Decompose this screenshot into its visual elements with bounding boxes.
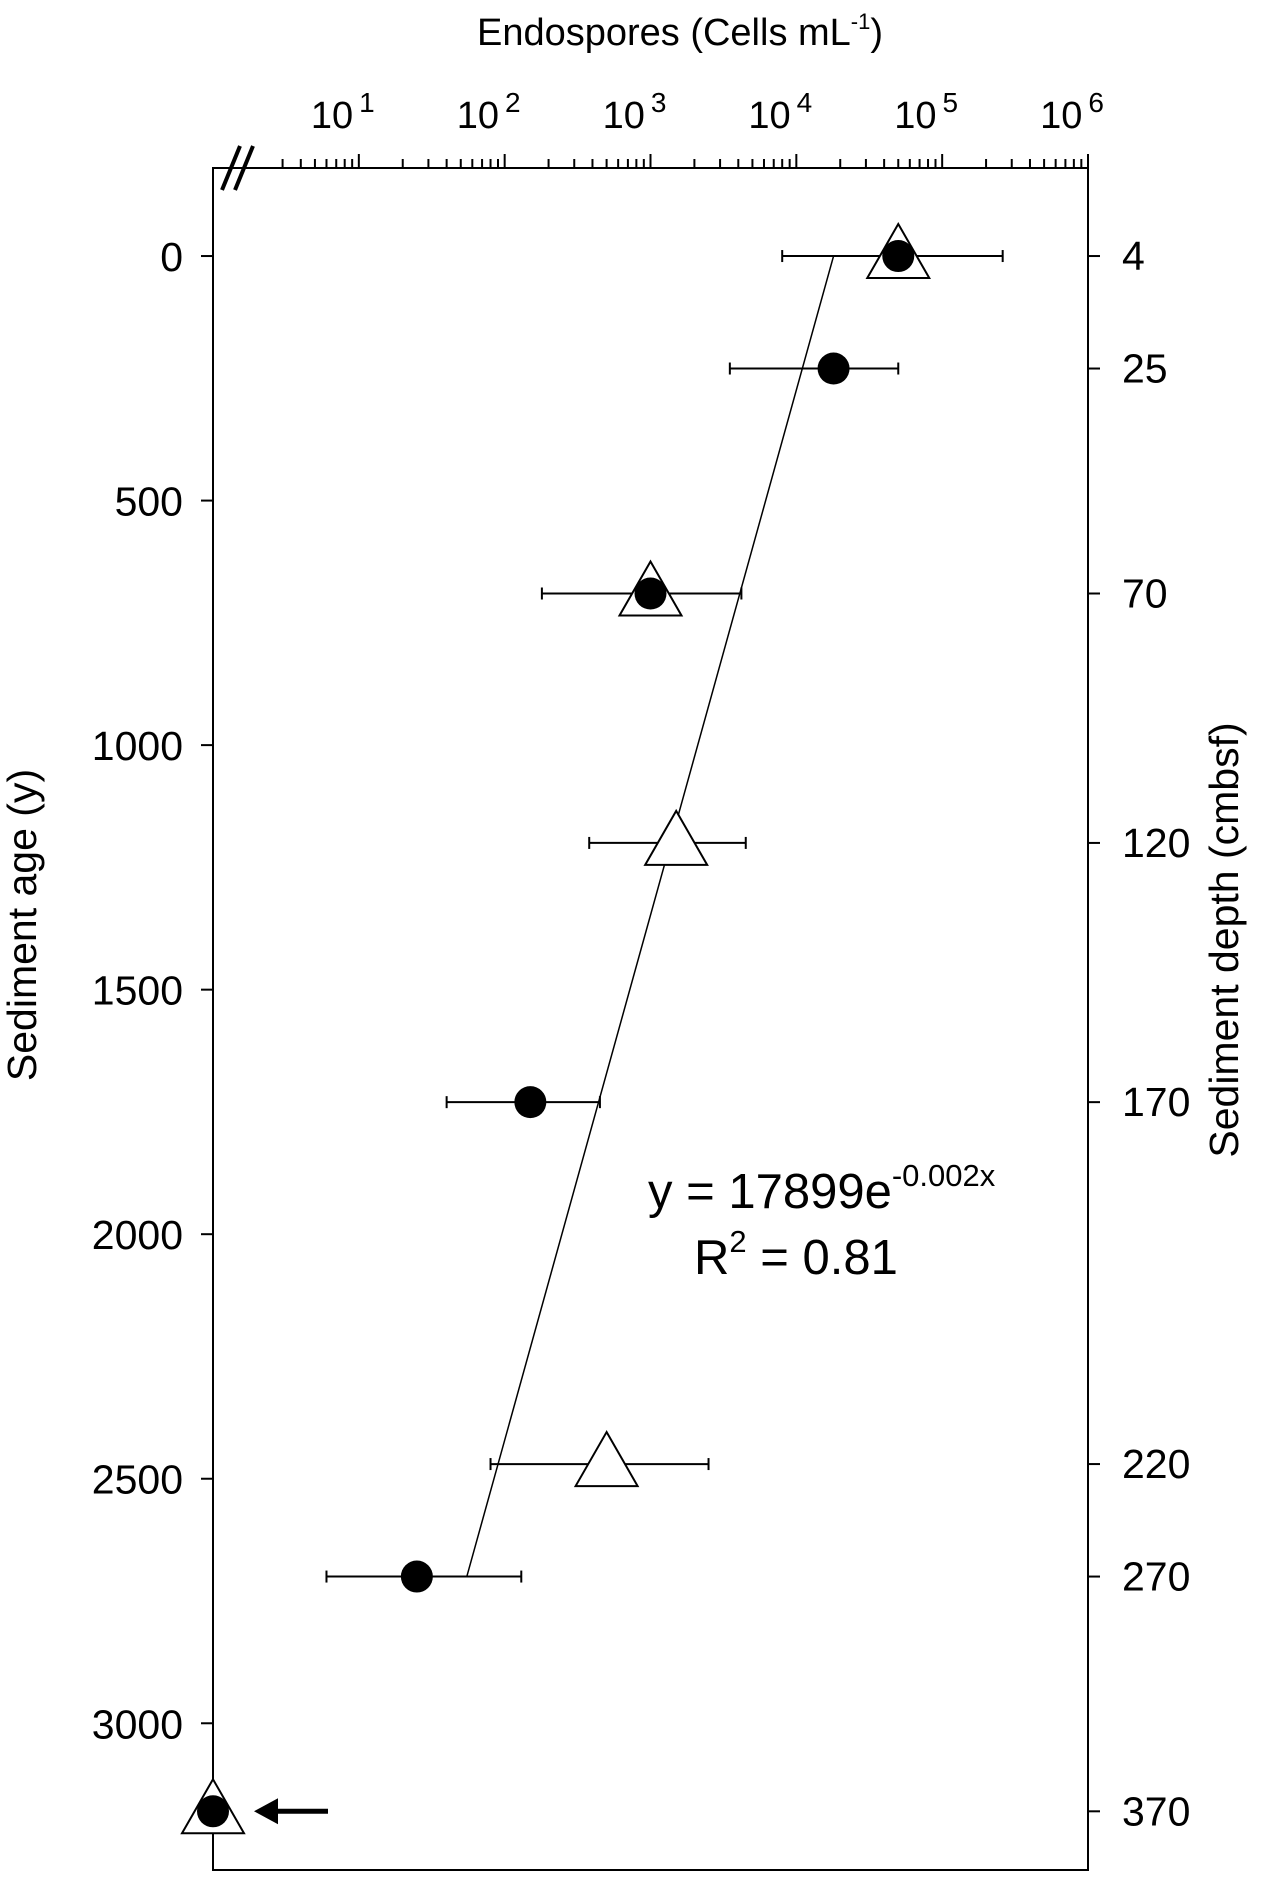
right-tick-label: 70 [1122, 571, 1168, 617]
top-tick-label-exponent: 6 [1088, 87, 1104, 118]
r-squared-label: R2 = 0.81 [694, 1224, 898, 1285]
plot-frame [212, 167, 1089, 1871]
top-tick-label: 10 4 [748, 87, 812, 137]
triangle-series [180, 222, 931, 1835]
right-tick-label: 370 [1122, 1788, 1190, 1834]
left-tick-label: 3000 [92, 1701, 183, 1747]
left-tick-label: 1000 [92, 723, 183, 769]
trendline-segment [466, 255, 835, 1577]
right-tick-label: 4 [1122, 233, 1145, 279]
left-axis-title: Sediment age (y) [0, 769, 45, 1081]
right-axis-title: Sediment depth (cmbsf) [1201, 722, 1247, 1157]
left-tick-label: 2000 [92, 1212, 183, 1258]
r-squared-tail: = 0.81 [747, 1231, 898, 1285]
top-tick-label: 10 3 [603, 87, 667, 137]
top-tick-label-base: 10 [603, 95, 645, 137]
trendline [466, 255, 835, 1577]
axis-break-mark [220, 145, 255, 191]
equation-label: y = 17899e-0.002x [648, 1158, 996, 1219]
circle-series [197, 240, 915, 1828]
right-tick-label: 270 [1122, 1554, 1190, 1600]
top-axis-title-sup: -1 [851, 9, 871, 34]
triangle-point [643, 808, 709, 866]
top-axis-title: Endospores (Cells mL-1) [477, 9, 883, 54]
equation-exponent: -0.002x [892, 1158, 996, 1193]
top-tick-label-exponent: 2 [505, 87, 521, 118]
top-tick-label-exponent: 5 [943, 87, 959, 118]
top-axis-ticks [281, 154, 1089, 168]
circle-point [514, 1086, 547, 1119]
right-tick-label: 25 [1122, 346, 1168, 392]
right-axis-ticks: 4 25 70 120 170 220 270 370 [1088, 233, 1190, 1834]
top-tick-label-exponent: 1 [359, 87, 375, 118]
top-tick-label-base: 10 [748, 95, 790, 137]
top-tick-label: 10 6 [1040, 87, 1104, 137]
left-tick-label: 0 [160, 234, 183, 280]
circle-point [882, 240, 915, 273]
left-tick-label: 500 [115, 479, 183, 525]
circle-point [817, 352, 850, 385]
right-tick-label: 220 [1122, 1441, 1190, 1487]
top-tick-label-base: 10 [1040, 95, 1082, 137]
left-tick-label: 1500 [92, 968, 183, 1014]
top-tick-label-exponent: 4 [797, 87, 813, 118]
top-tick-label-exponent: 3 [651, 87, 667, 118]
arrow-head [254, 1798, 278, 1825]
top-tick-label: 10 5 [894, 87, 958, 137]
circle-point [197, 1795, 229, 1828]
top-tick-label: 10 2 [457, 87, 521, 137]
error-bars [325, 250, 1004, 1583]
right-tick-label: 120 [1122, 820, 1190, 866]
r-squared-sup: 2 [729, 1224, 746, 1259]
r-squared-main: R [694, 1231, 729, 1285]
top-tick-label-base: 10 [894, 95, 936, 137]
top-tick-label-base: 10 [457, 95, 499, 137]
top-axis-title-main: Endospores (Cells mL [477, 12, 851, 54]
left-axis-ticks: 0 500 1000 1500 2000 2500 3000 [92, 234, 213, 1747]
right-tick-label: 170 [1122, 1079, 1190, 1125]
equation-main: y = 17899e [648, 1165, 892, 1219]
arrow-marker [254, 1798, 328, 1825]
left-tick-label: 2500 [92, 1457, 183, 1503]
circle-point [634, 577, 667, 610]
top-tick-label-base: 10 [311, 95, 353, 137]
triangle-point [573, 1430, 640, 1488]
circle-point [400, 1560, 433, 1593]
top-axis-tick-labels: 10 1 10 2 10 3 10 4 10 5 10 6 [311, 87, 1104, 137]
top-axis-title-tail: ) [870, 12, 883, 54]
top-tick-label: 10 1 [311, 87, 375, 137]
